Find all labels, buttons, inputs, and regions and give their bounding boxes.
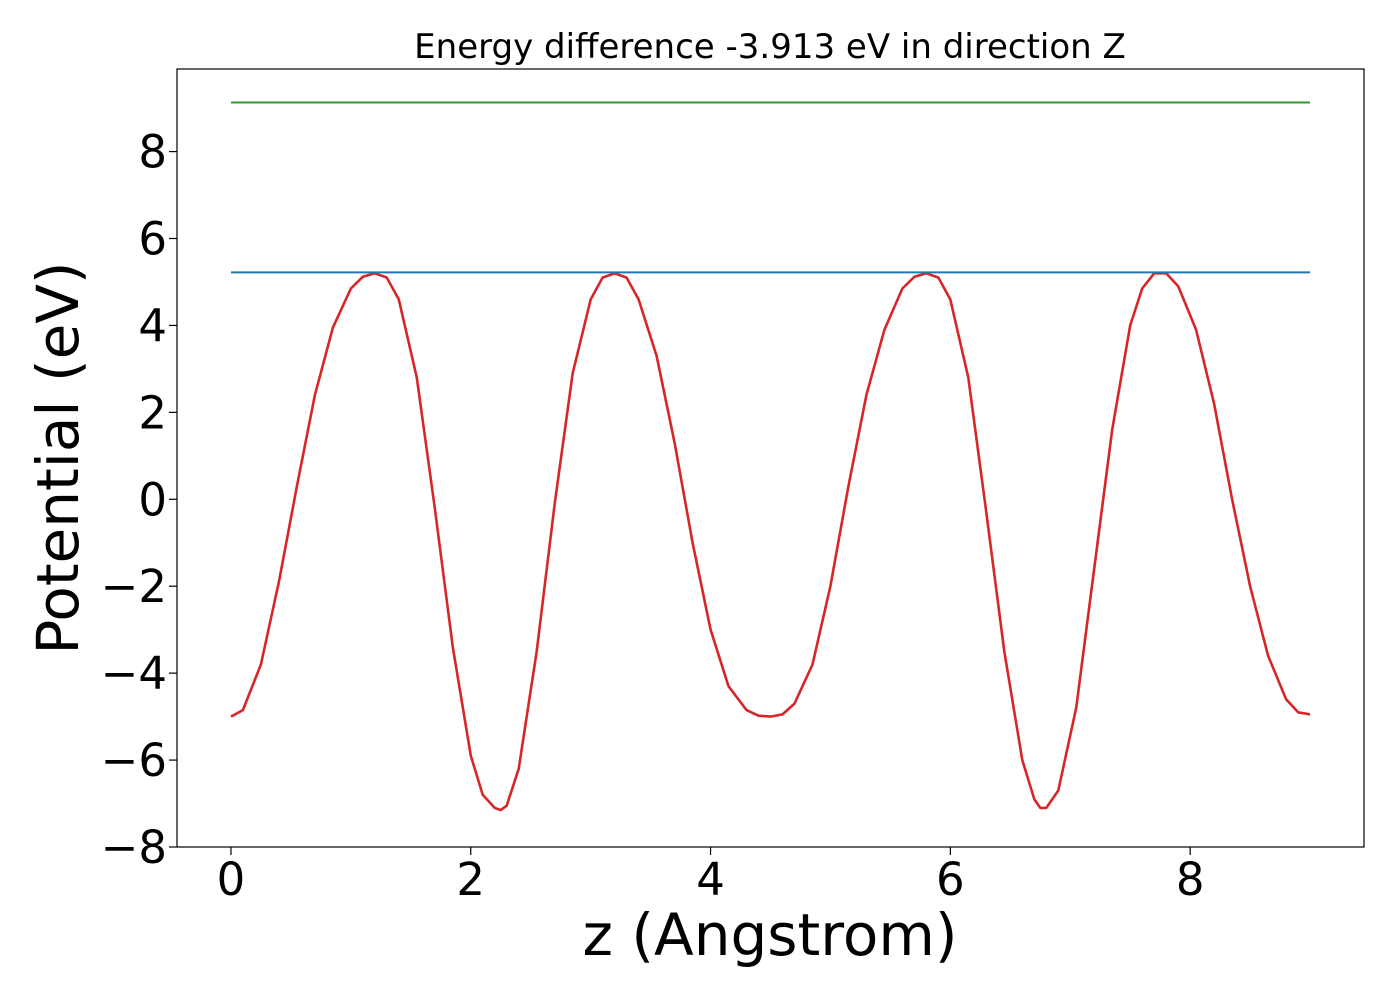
y-tick-label: 6 <box>138 213 167 266</box>
x-tick-label: 8 <box>1176 853 1205 906</box>
y-tick-label: −8 <box>101 821 167 874</box>
x-axis-label: z (Angstrom) <box>583 901 958 969</box>
x-tick-label: 6 <box>936 853 965 906</box>
y-axis-ticks: −8 −6 −4 −2 0 2 4 6 8 <box>101 126 177 874</box>
y-tick-label: −4 <box>101 647 167 700</box>
series-line-1 <box>230 272 1311 812</box>
chart-title: Energy difference -3.913 eV in direction… <box>414 27 1126 67</box>
y-axis-label: Potential (eV) <box>24 261 92 654</box>
plot-area-frame <box>176 68 1365 848</box>
x-tick-label: 0 <box>217 853 246 906</box>
y-tick-label: −6 <box>101 734 167 787</box>
y-tick-label: 2 <box>138 386 167 439</box>
y-tick-label: 0 <box>138 473 167 526</box>
x-tick-label: 2 <box>456 853 485 906</box>
y-tick-label: 8 <box>138 126 167 179</box>
y-tick-label: 4 <box>138 299 167 352</box>
x-tick-label: 4 <box>696 853 725 906</box>
y-tick-label: −2 <box>101 560 167 613</box>
series-layer <box>230 101 1311 812</box>
x-axis-ticks: 0 2 4 6 8 <box>217 847 1205 906</box>
